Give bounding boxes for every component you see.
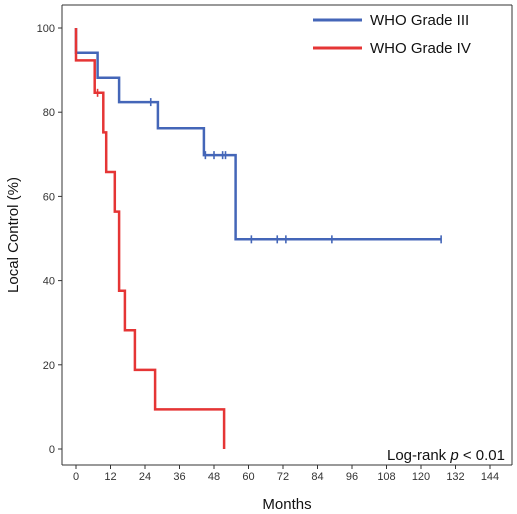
x-tick-label: 48 [208, 471, 220, 483]
annotation-prefix: Log-rank [387, 447, 450, 464]
x-tick-label: 36 [173, 471, 185, 483]
y-tick-label: 80 [43, 107, 55, 119]
legend: WHO Grade III WHO Grade IV [313, 12, 471, 57]
axes: 0 20 40 60 80 100 0 12 24 36 48 60 72 84 96 108 120 132 1… [37, 4, 513, 483]
x-tick-label: 84 [311, 471, 323, 483]
survival-curve-who-grade-iv [74, 28, 226, 449]
legend-label-who-grade-iii: WHO Grade III [370, 12, 469, 29]
legend-label-who-grade-iv: WHO Grade IV [370, 40, 471, 57]
y-tick-label: 20 [43, 360, 55, 372]
annotation-p: p [449, 447, 458, 464]
x-axis-title: Months [262, 496, 311, 513]
x-tick-label: 72 [277, 471, 289, 483]
log-rank-annotation: Log-rank p < 0.01 [387, 447, 505, 464]
x-tick-label: 132 [446, 471, 464, 483]
y-axis-ticks: 0 20 40 60 80 100 [37, 23, 62, 456]
x-axis-ticks: 0 12 24 36 48 60 72 84 96 108 120 132 144 [73, 465, 499, 483]
x-tick-label: 96 [346, 471, 358, 483]
x-tick-label: 24 [139, 471, 151, 483]
series-layer [74, 28, 442, 449]
y-tick-label: 0 [49, 444, 55, 456]
y-axis-title: Local Control (%) [5, 177, 22, 293]
x-tick-label: 108 [377, 471, 395, 483]
x-tick-label: 0 [73, 471, 79, 483]
y-tick-label: 100 [37, 23, 55, 35]
survival-curve-who-grade-iii [74, 28, 442, 241]
y-tick-label: 60 [43, 191, 55, 203]
x-tick-label: 60 [242, 471, 254, 483]
x-tick-label: 120 [412, 471, 430, 483]
x-tick-label: 144 [481, 471, 499, 483]
annotation-suffix: < 0.01 [459, 447, 505, 464]
y-tick-label: 40 [43, 276, 55, 288]
x-tick-label: 12 [104, 471, 116, 483]
